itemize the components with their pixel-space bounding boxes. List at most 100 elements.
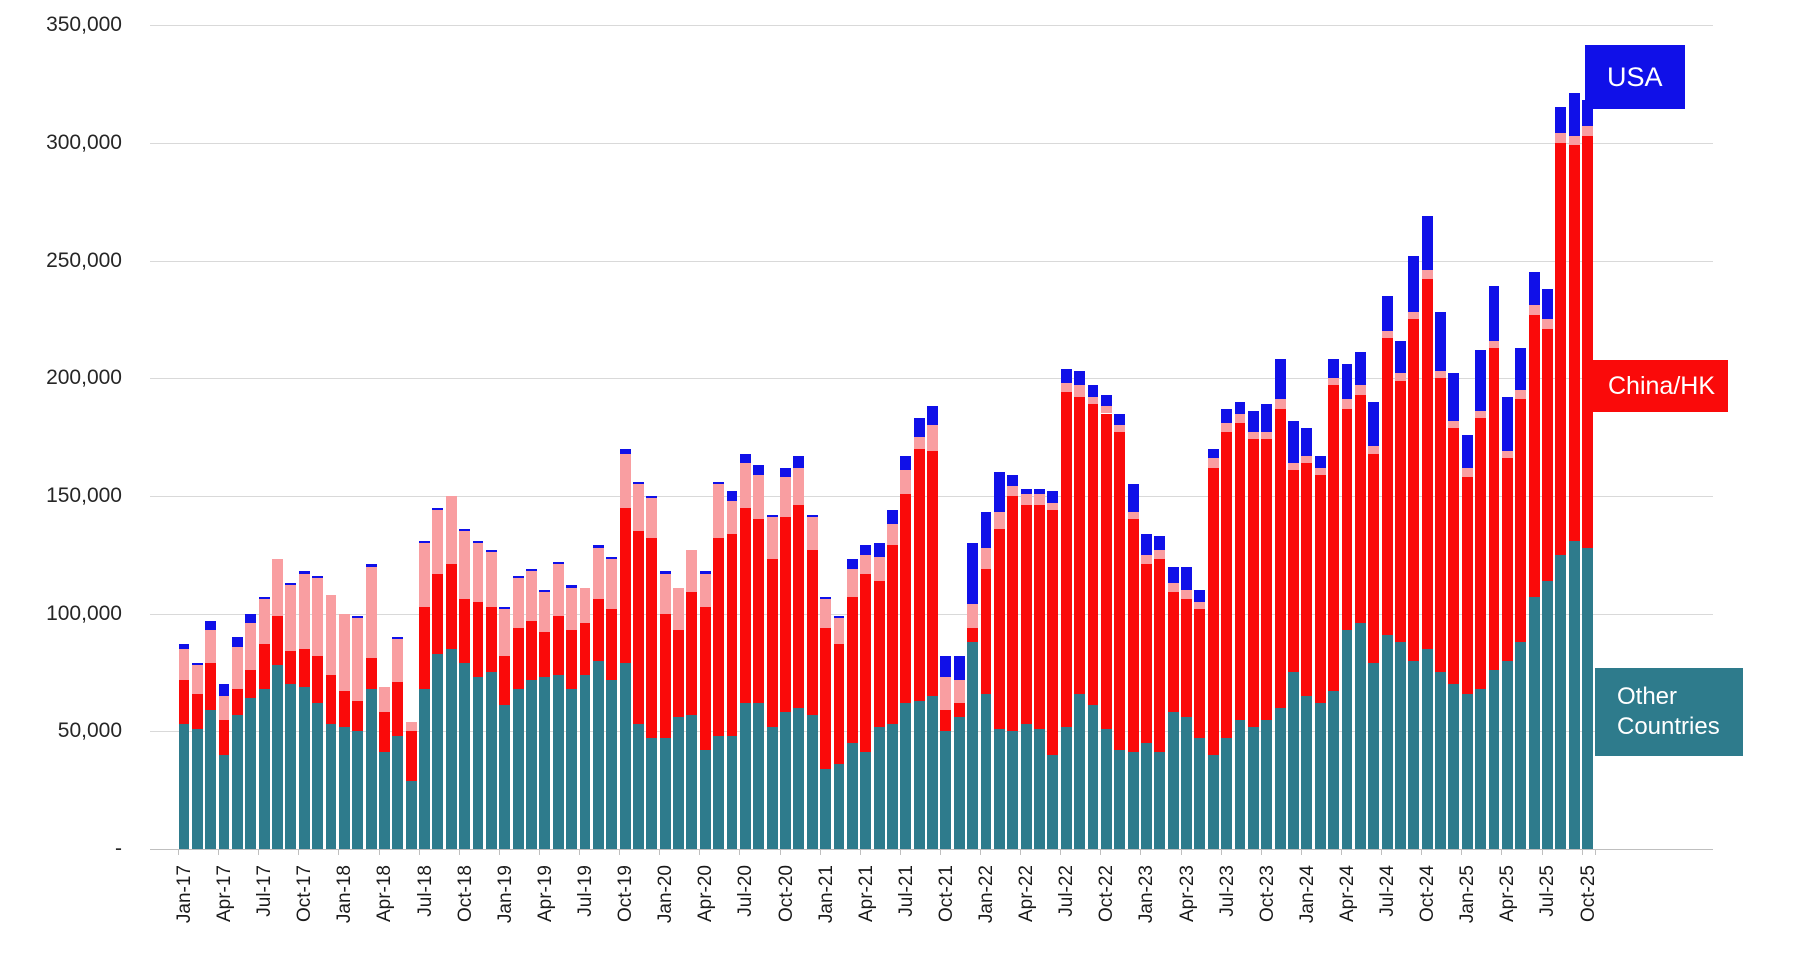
bar-segment-china-hk-light-dec-19 bbox=[646, 498, 658, 539]
x-axis-tick bbox=[418, 849, 420, 855]
bar-segment-usa-oct-18 bbox=[459, 528, 471, 532]
bar-segment-other-countries-mar-25 bbox=[1488, 670, 1500, 849]
bar-segment-china-hk-light-nov-20 bbox=[793, 467, 805, 506]
x-axis-label-jan-20: Jan-20 bbox=[655, 865, 677, 924]
bar-segment-usa-may-21 bbox=[873, 542, 885, 558]
x-axis-tick bbox=[218, 849, 220, 855]
bar-segment-china-hk-oct-21 bbox=[940, 710, 952, 732]
bar-segment-usa-dec-24 bbox=[1448, 373, 1460, 421]
bar-segment-usa-oct-19 bbox=[619, 448, 631, 454]
bar-segment-china-hk-light-mar-22 bbox=[1007, 486, 1019, 496]
bar-segment-china-hk-aug-22 bbox=[1074, 397, 1086, 694]
bar-segment-china-hk-feb-21 bbox=[833, 644, 845, 765]
bar-segment-usa-dec-21 bbox=[967, 542, 979, 605]
bar-segment-usa-jan-22 bbox=[980, 512, 992, 548]
bar-segment-usa-dec-22 bbox=[1127, 484, 1139, 513]
bar-segment-other-countries-oct-21 bbox=[940, 731, 952, 849]
bar-segment-usa-feb-25 bbox=[1475, 349, 1487, 412]
bar-segment-china-hk-light-jul-21 bbox=[900, 470, 912, 494]
bar-segment-china-hk-light-jun-21 bbox=[887, 524, 898, 546]
bar-segment-usa-mar-22 bbox=[1007, 474, 1019, 487]
legend-usa-label: USA bbox=[1607, 61, 1663, 92]
bar-segment-china-hk-light-jan-24 bbox=[1301, 455, 1313, 463]
x-axis-tick bbox=[458, 849, 460, 855]
x-axis-tick bbox=[859, 849, 861, 855]
bar-segment-usa-mar-21 bbox=[846, 559, 858, 569]
bar-segment-usa-apr-20 bbox=[699, 571, 711, 574]
bar-segment-other-countries-aug-22 bbox=[1074, 693, 1086, 849]
bar-segment-china-hk-aug-21 bbox=[913, 448, 925, 701]
bar-segment-china-hk-jun-24 bbox=[1368, 453, 1380, 664]
x-axis-label-apr-22: Apr-22 bbox=[1016, 865, 1038, 923]
bar-segment-china-hk-may-17 bbox=[231, 688, 243, 715]
bar-segment-other-countries-jul-18 bbox=[419, 688, 430, 849]
bar-segment-china-hk-feb-17 bbox=[191, 693, 203, 729]
bar-segment-other-countries-oct-24 bbox=[1421, 648, 1433, 849]
bar-segment-other-countries-jun-17 bbox=[245, 698, 257, 849]
bar-segment-china-hk-light-oct-23 bbox=[1261, 432, 1273, 440]
bar-segment-other-countries-may-25 bbox=[1515, 641, 1527, 849]
bar-segment-usa-apr-22 bbox=[1020, 488, 1032, 494]
bar-segment-china-hk-dec-21 bbox=[967, 627, 979, 642]
bar-segment-usa-dec-19 bbox=[646, 495, 658, 499]
bar-segment-china-hk-light-jan-19 bbox=[499, 608, 511, 656]
bar-segment-china-hk-light-may-21 bbox=[873, 557, 885, 581]
bar-segment-china-hk-light-apr-19 bbox=[539, 592, 551, 633]
bar-segment-other-countries-jan-18 bbox=[338, 726, 350, 849]
bar-segment-other-countries-feb-21 bbox=[833, 764, 845, 849]
bar-segment-other-countries-jan-22 bbox=[980, 693, 992, 849]
legend-other-label-line2: Countries bbox=[1617, 713, 1720, 740]
bar-segment-china-hk-light-aug-23 bbox=[1234, 413, 1246, 423]
bar-segment-other-countries-nov-18 bbox=[472, 677, 484, 849]
bar-segment-other-countries-sep-20 bbox=[766, 726, 778, 849]
x-axis-label-jan-17: Jan-17 bbox=[173, 865, 195, 924]
bar-segment-china-hk-sep-20 bbox=[766, 559, 778, 727]
bar-segment-china-hk-light-nov-22 bbox=[1114, 425, 1126, 433]
bar-segment-china-hk-apr-20 bbox=[699, 606, 711, 751]
bar-segment-china-hk-light-jun-23 bbox=[1207, 458, 1219, 468]
x-axis-tick bbox=[1300, 849, 1302, 855]
bar-segment-china-hk-light-aug-20 bbox=[753, 474, 765, 520]
bar-segment-china-hk-light-dec-23 bbox=[1288, 462, 1299, 470]
bar-segment-china-hk-mar-20 bbox=[686, 592, 698, 715]
bar-segment-china-hk-mar-23 bbox=[1167, 592, 1179, 713]
bar-segment-other-countries-jan-17 bbox=[178, 724, 190, 849]
bar-segment-other-countries-jun-24 bbox=[1368, 663, 1380, 849]
bar-segment-usa-jun-21 bbox=[887, 510, 898, 525]
x-axis-tick bbox=[1180, 849, 1182, 855]
bar-segment-usa-dec-20 bbox=[806, 514, 818, 518]
bar-segment-china-hk-sep-17 bbox=[285, 651, 297, 685]
bar-segment-other-countries-may-23 bbox=[1194, 738, 1206, 849]
bar-segment-other-countries-mar-17 bbox=[205, 710, 217, 849]
x-axis-label-oct-19: Oct-19 bbox=[615, 865, 637, 923]
bar-segment-other-countries-feb-17 bbox=[191, 728, 203, 849]
bar-segment-china-hk-jan-22 bbox=[980, 568, 992, 694]
bar-segment-other-countries-aug-20 bbox=[753, 703, 765, 849]
bar-segment-usa-oct-22 bbox=[1100, 394, 1112, 407]
bar-segment-china-hk-jun-17 bbox=[245, 670, 257, 699]
gridline bbox=[150, 142, 1713, 144]
bar-segment-other-countries-oct-23 bbox=[1261, 719, 1273, 849]
bar-segment-usa-dec-23 bbox=[1288, 420, 1299, 463]
bar-segment-china-hk-may-22 bbox=[1034, 505, 1045, 729]
bar-segment-other-countries-aug-17 bbox=[272, 665, 283, 849]
bar-segment-china-hk-may-23 bbox=[1194, 608, 1206, 739]
bar-segment-usa-may-19 bbox=[552, 561, 564, 565]
bar-segment-china-hk-light-dec-24 bbox=[1448, 420, 1460, 428]
bar-segment-other-countries-apr-18 bbox=[379, 752, 390, 849]
bar-segment-china-hk-light-jan-17 bbox=[178, 648, 190, 680]
bar-segment-china-hk-jun-23 bbox=[1207, 467, 1219, 755]
bar-segment-other-countries-may-22 bbox=[1034, 728, 1045, 849]
bar-segment-china-hk-light-may-25 bbox=[1515, 389, 1527, 400]
legend-other-countries: Other Countries bbox=[1595, 668, 1743, 756]
bar-segment-usa-jun-22 bbox=[1047, 491, 1059, 503]
bar-segment-china-hk-light-jul-22 bbox=[1060, 382, 1072, 393]
bar-segment-usa-jul-17 bbox=[258, 597, 270, 600]
bar-segment-usa-may-17 bbox=[231, 637, 243, 647]
bar-segment-china-hk-light-nov-19 bbox=[633, 484, 644, 532]
bar-segment-other-countries-dec-21 bbox=[967, 641, 979, 849]
bar-segment-china-hk-light-jan-25 bbox=[1461, 467, 1473, 478]
bar-segment-china-hk-light-sep-19 bbox=[606, 559, 618, 609]
bar-segment-usa-aug-22 bbox=[1074, 371, 1086, 386]
bar-segment-china-hk-apr-24 bbox=[1341, 408, 1353, 631]
